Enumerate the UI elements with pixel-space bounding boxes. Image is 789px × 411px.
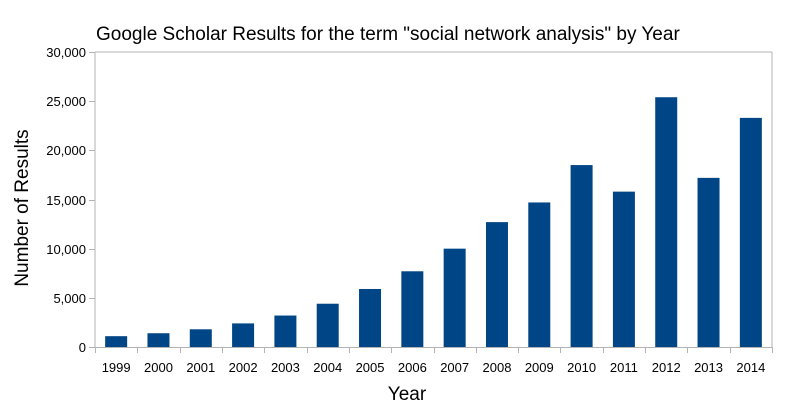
bar [359, 288, 382, 347]
bar [189, 329, 212, 347]
x-tick-label: 1999 [102, 360, 131, 375]
y-tick-label: 0 [79, 340, 86, 355]
bar [316, 303, 339, 347]
plot-area: 0 5,000 10,000 15,000 20,000 25,000 30,000 1999… [46, 45, 773, 375]
x-tick-label: 2010 [567, 360, 596, 375]
bar [528, 202, 551, 347]
x-tick-label: 2007 [440, 360, 469, 375]
x-tick-label: 2002 [229, 360, 258, 375]
y-tick-label: 30,000 [46, 45, 86, 60]
bar [655, 97, 678, 347]
x-tick-label: 2000 [144, 360, 173, 375]
y-tick-label: 10,000 [46, 242, 86, 257]
y-tick-label: 25,000 [46, 94, 86, 109]
x-tick-label: 2003 [271, 360, 300, 375]
bar [739, 117, 762, 347]
x-axis-label: Year [388, 384, 427, 405]
chart-title: Google Scholar Results for the term "soc… [96, 24, 680, 45]
x-tick-label: 2004 [313, 360, 342, 375]
x-tick-label: 2009 [525, 360, 554, 375]
x-tick-label: 2001 [186, 360, 215, 375]
bar [570, 165, 593, 347]
bar [697, 177, 720, 347]
y-tick-label: 5,000 [53, 291, 86, 306]
bar [443, 248, 466, 347]
x-tick-label: 2012 [652, 360, 681, 375]
y-tick-label: 20,000 [46, 143, 86, 158]
bar [232, 323, 255, 347]
bar [612, 191, 635, 347]
x-tick-label: 2014 [736, 360, 765, 375]
bar [274, 315, 297, 347]
bar [401, 271, 424, 347]
y-axis-label: Number of Results [12, 129, 33, 286]
x-tick-label: 2008 [483, 360, 512, 375]
y-tick-label: 15,000 [46, 193, 86, 208]
x-tick-label: 2005 [356, 360, 385, 375]
bar [105, 336, 128, 347]
bar [147, 333, 170, 347]
bar [485, 222, 508, 347]
x-tick-label: 2013 [694, 360, 723, 375]
x-tick-label: 2006 [398, 360, 427, 375]
x-tick-label: 2011 [610, 360, 638, 375]
